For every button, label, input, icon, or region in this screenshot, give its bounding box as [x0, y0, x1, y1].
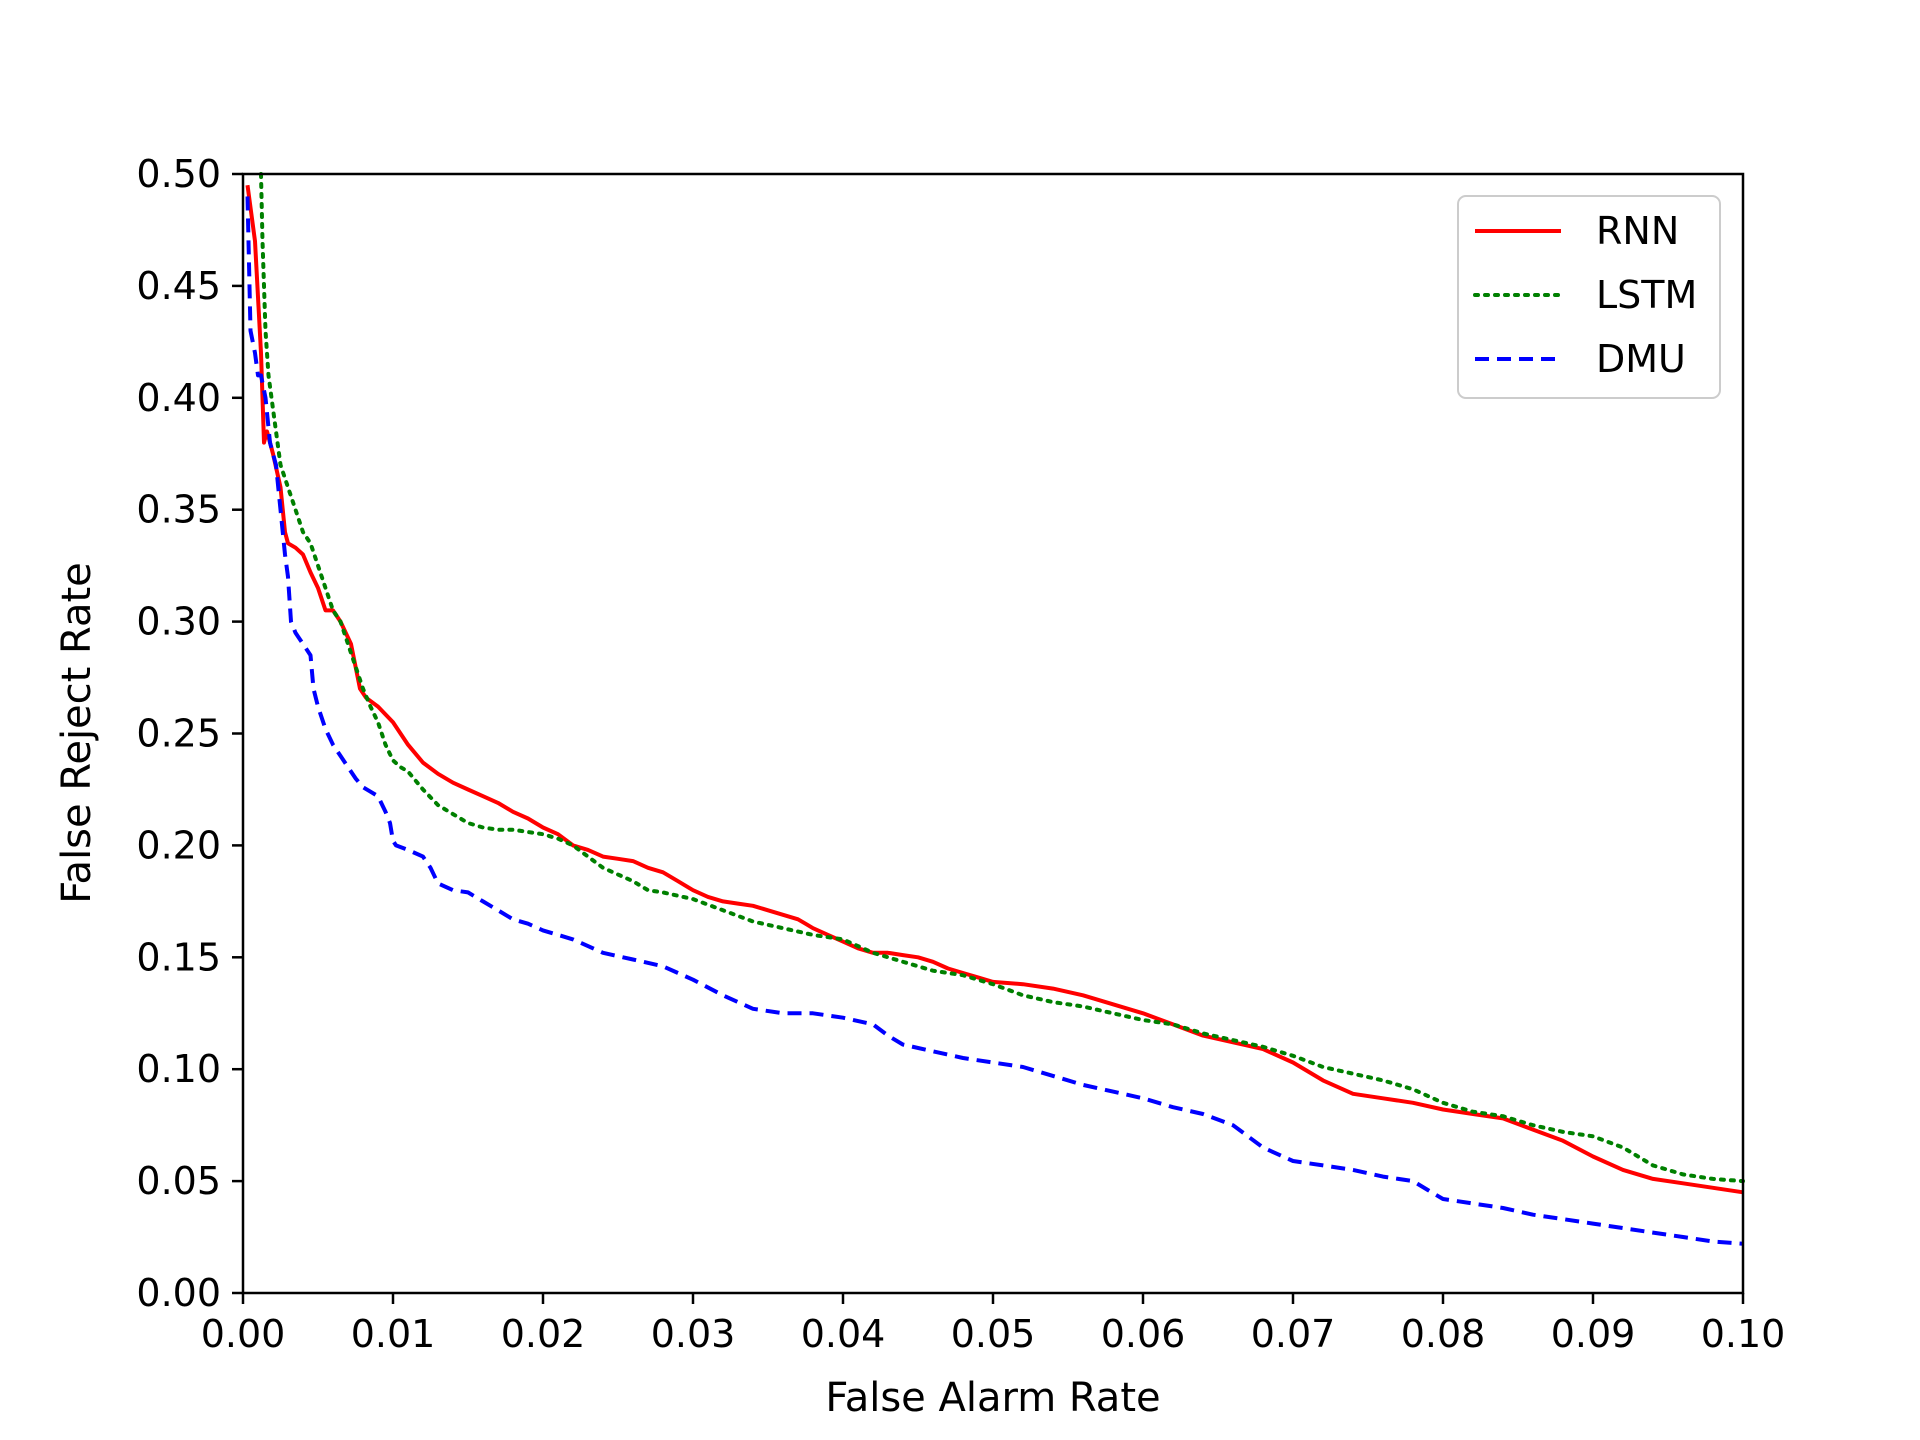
legend-label-rnn: RNN	[1596, 209, 1679, 253]
y-tick-label: 0.50	[136, 152, 221, 196]
x-tick-label: 0.04	[801, 1312, 886, 1356]
x-axis-title: False Alarm Rate	[825, 1375, 1160, 1421]
legend-frame	[1457, 195, 1721, 399]
x-tick-label: 0.00	[201, 1312, 286, 1356]
legend-label-dmu: DMU	[1596, 337, 1686, 381]
series-line-lstm	[259, 172, 1745, 1184]
x-tick-label: 0.06	[1101, 1312, 1186, 1356]
y-axis: 0.00 0.05 0.10 0.15 0.20 0.25 0.30 0.35 0.40 0.45…	[136, 152, 243, 1315]
x-tick-label: 0.03	[651, 1312, 736, 1356]
legend-items: RNN LSTM DMU	[1473, 209, 1697, 381]
y-tick-label: 0.05	[136, 1159, 221, 1203]
plot-area	[241, 172, 1745, 1295]
y-tick-label: 0.40	[136, 376, 221, 420]
x-tick-label: 0.01	[351, 1312, 436, 1356]
y-tick-label: 0.10	[136, 1047, 221, 1091]
legend: RNN LSTM DMU	[1457, 195, 1721, 399]
x-tick-label: 0.05	[951, 1312, 1036, 1356]
y-tick-label: 0.45	[136, 264, 221, 308]
y-tick-label: 0.15	[136, 935, 221, 979]
x-tick-label: 0.08	[1401, 1312, 1486, 1356]
x-tick-label: 0.10	[1701, 1312, 1786, 1356]
x-tick-label: 0.09	[1551, 1312, 1636, 1356]
legend-label-lstm: LSTM	[1596, 273, 1697, 317]
y-tick-label: 0.35	[136, 488, 221, 532]
y-tick-label: 0.30	[136, 600, 221, 644]
y-tick-label: 0.00	[136, 1271, 221, 1315]
x-tick-label: 0.02	[501, 1312, 586, 1356]
x-tick-label: 0.07	[1251, 1312, 1336, 1356]
y-tick-label: 0.25	[136, 712, 221, 756]
x-axis: 0.00 0.01 0.02 0.03 0.04 0.05 0.06 0.07 0.08 0.09…	[201, 1293, 1786, 1356]
series-layer	[245, 172, 1745, 1246]
y-axis-title: False Reject Rate	[54, 562, 100, 904]
y-tick-label: 0.20	[136, 823, 221, 867]
series-line-dmu	[245, 196, 1744, 1246]
